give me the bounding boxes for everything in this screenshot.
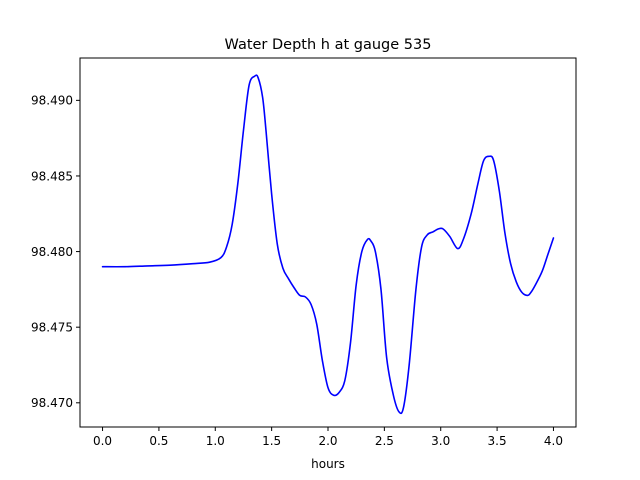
y-tick-label: 98.485 — [31, 169, 73, 183]
chart-title: Water Depth h at gauge 535 — [225, 37, 432, 53]
series-layer — [101, 74, 555, 415]
series-line-0 — [101, 74, 555, 415]
x-tick-label: 3.5 — [488, 434, 507, 448]
x-axis-label: hours — [311, 457, 345, 471]
x-tick-label: 1.5 — [262, 434, 281, 448]
x-tick-label: 3.0 — [431, 434, 450, 448]
y-axis-ticks: 98.470 98.475 98.480 98.485 98.490 — [31, 94, 80, 410]
y-tick-label: 98.490 — [31, 94, 73, 108]
x-tick-label: 0.5 — [149, 434, 168, 448]
plot-area — [80, 58, 576, 427]
x-tick-label: 0.0 — [93, 434, 112, 448]
y-tick-label: 98.475 — [31, 320, 73, 334]
y-tick-label: 98.480 — [31, 245, 73, 259]
x-axis-ticks: 0.0 0.5 1.0 1.5 2.0 2.5 3.0 3.5 4.0 — [93, 427, 563, 448]
x-tick-label: 2.0 — [318, 434, 337, 448]
x-tick-label: 4.0 — [544, 434, 563, 448]
x-tick-label: 2.5 — [375, 434, 394, 448]
x-tick-label: 1.0 — [206, 434, 225, 448]
y-tick-label: 98.470 — [31, 396, 73, 410]
